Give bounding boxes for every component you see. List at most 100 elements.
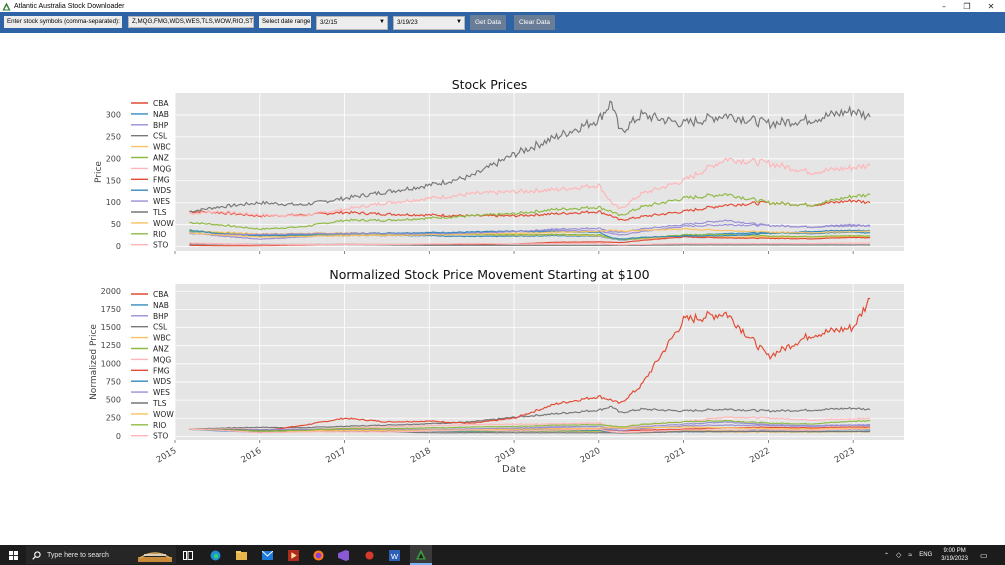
y-tick-label: 100 (106, 198, 121, 207)
series-line (189, 405, 871, 430)
series-line (189, 242, 871, 246)
x-tick-label: 2022 (748, 446, 772, 465)
y-tick-label: 500 (106, 396, 121, 405)
app-logo-icon (2, 1, 11, 11)
notification-icon[interactable]: ▭ (979, 550, 988, 560)
clock-time: 9:00 PM (943, 548, 966, 554)
series-line (189, 227, 871, 238)
firefox-icon[interactable] (309, 548, 327, 562)
end-date-value: 3/19/23 (397, 19, 418, 26)
legend-label: FMG (153, 366, 170, 375)
legend-label: RIO (153, 421, 166, 430)
legend-label: MQG (153, 355, 171, 364)
taskbar-search[interactable]: Type here to search (26, 546, 176, 564)
legend-label: FMG (153, 175, 170, 184)
chart-panel: 0 250 500 750 1000 1250 1500 1750 2000 Normalized… (89, 267, 904, 475)
legend-label: MQG (153, 164, 171, 173)
series-line (189, 100, 871, 213)
legend-label: WBC (153, 143, 171, 152)
media-app-icon[interactable] (284, 548, 302, 562)
legend-label: TLS (152, 208, 167, 217)
y-tick-label: 1500 (101, 323, 121, 332)
legend-label: STO (153, 241, 168, 250)
wifi-icon[interactable]: ≈ (908, 551, 913, 559)
chart-panel: 0 50 100 150 200 250 300 Stock Prices Price CBA NA… (94, 77, 904, 254)
word-icon[interactable]: W (385, 548, 403, 562)
chart-title: Stock Prices (452, 77, 528, 92)
y-tick-label: 750 (106, 377, 121, 386)
bridge-image-icon (138, 552, 172, 562)
clock[interactable]: 9:00 PM 3/19/2023 (941, 547, 968, 563)
language-indicator[interactable]: ENG (919, 552, 933, 558)
legend-label: WBC (153, 334, 171, 343)
series-line (189, 297, 871, 432)
x-tick-label: 2018 (409, 446, 433, 465)
y-tick-label: 200 (106, 154, 121, 163)
y-tick-label: 0 (116, 242, 121, 251)
task-view-icon[interactable] (180, 548, 196, 562)
chevron-up-icon[interactable]: ⌃ (884, 552, 890, 559)
series-line (189, 157, 871, 218)
y-tick-label: 50 (111, 220, 121, 229)
end-date-picker[interactable]: 3/19/23 ▼ (393, 16, 465, 30)
chevron-down-icon[interactable]: ▼ (456, 19, 462, 25)
mail-icon[interactable] (258, 548, 276, 562)
legend-label: STO (153, 432, 168, 441)
series-line (189, 421, 871, 431)
legend-label: CBA (153, 99, 169, 108)
legend-label: WDS (153, 186, 171, 195)
toolbar: Enter stock symbols (comma-separated): Z… (0, 12, 1005, 33)
visual-studio-icon[interactable] (334, 548, 352, 562)
legend-label: NAB (153, 110, 169, 119)
close-icon[interactable]: ✕ (987, 1, 995, 11)
charts-area: 0 50 100 150 200 250 300 Stock Prices Price CBA NA… (89, 77, 904, 475)
symbols-input[interactable]: Z,MQG,FMG,WDS,WES,TLS,WOW,RIO,STO (128, 16, 254, 28)
legend-label: RIO (153, 230, 166, 239)
legend-label: CBA (153, 290, 169, 299)
y-axis-label: Normalized Price (89, 324, 99, 400)
window-titlebar: Atlantic Australia Stock Downloader – ❐ … (0, 0, 1005, 12)
y-tick-label: 0 (116, 432, 121, 441)
y-tick-label: 250 (106, 132, 121, 141)
clear-data-button[interactable]: Clear Data (514, 15, 555, 30)
y-axis-label: Price (94, 161, 104, 183)
network-icon[interactable]: ◇ (896, 552, 902, 559)
x-tick-label: 2019 (494, 446, 518, 465)
legend-label: WES (153, 197, 170, 206)
legend-label: ANZ (153, 154, 169, 163)
windows-start-icon[interactable] (5, 548, 21, 562)
start-date-picker[interactable]: 3/2/15 ▼ (316, 16, 388, 30)
search-icon (32, 550, 41, 560)
get-data-button[interactable]: Get Data (470, 15, 506, 30)
app-icon[interactable] (360, 548, 378, 562)
series-line (189, 419, 871, 432)
series-line (189, 198, 871, 222)
y-tick-label: 300 (106, 110, 121, 119)
restore-icon[interactable]: ❐ (963, 1, 971, 11)
series-line (189, 428, 871, 434)
chevron-down-icon[interactable]: ▼ (379, 19, 385, 25)
chart-title: Normalized Stock Price Movement Starting… (329, 267, 649, 282)
file-explorer-icon[interactable] (232, 548, 250, 562)
edge-browser-icon[interactable] (206, 548, 224, 562)
legend-label: WES (153, 388, 170, 397)
system-tray: ⌃ ◇ ≈ ENG 9:00 PM 3/19/2023 ▭ (884, 545, 988, 565)
series-line (189, 426, 871, 432)
series-line (189, 229, 871, 240)
legend-label: CSL (153, 323, 168, 332)
legend-label: NAB (153, 301, 169, 310)
x-tick-label: 2016 (240, 446, 264, 465)
y-tick-label: 1000 (101, 359, 121, 368)
start-date-value: 3/2/15 (320, 19, 338, 26)
legend-label: WDS (153, 377, 171, 386)
y-tick-label: 2000 (101, 287, 121, 296)
x-tick-label: 2020 (579, 446, 603, 465)
date-range-label: Select date range: (259, 16, 311, 28)
x-tick-label: 2023 (833, 446, 857, 465)
clock-date: 3/19/2023 (941, 556, 968, 562)
minimize-icon[interactable]: – (942, 1, 946, 11)
stock-downloader-taskbar-icon[interactable] (410, 545, 432, 565)
legend-label: TLS (152, 399, 167, 408)
legend-label: WOW (153, 219, 174, 228)
x-tick-label: 2017 (324, 446, 348, 465)
